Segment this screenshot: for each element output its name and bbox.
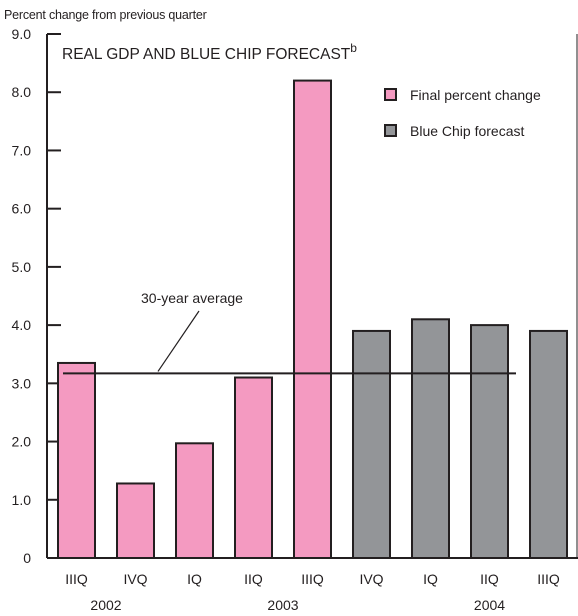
x-year-label: 2002 [90,597,121,613]
x-tick-label: IIQ [480,571,499,587]
x-year-label: 2004 [474,597,505,613]
x-tick-label: IIIQ [65,571,88,587]
y-tick-label: 8.0 [12,84,32,100]
x-tick-label: IVQ [123,571,147,587]
legend-swatch [384,124,397,137]
legend: Final percent change Blue Chip forecast [384,87,541,139]
y-axis: 0 1.0 2.0 3.0 4.0 5.0 6.0 7.0 8.0 9.0 [12,26,61,566]
bar-blue-chip-forecast [470,324,509,559]
bar-final-percent-change [293,79,332,559]
x-tick-label: IIQ [244,571,263,587]
bar-final-percent-change [116,482,155,559]
bar-final-percent-change [234,376,273,559]
chart-title-text: REAL GDP AND BLUE CHIP FORECAST [62,46,351,63]
y-tick-label: 5.0 [12,259,32,275]
bar-blue-chip-forecast [411,318,450,559]
y-axis-title: Percent change from previous quarter [4,8,207,22]
bar-blue-chip-forecast [529,329,568,559]
x-tick-label: IQ [423,571,438,587]
bar-blue-chip-forecast [352,329,391,559]
y-tick-label: 9.0 [12,26,32,42]
x-tick-label: IIIQ [537,571,560,587]
x-year-label: 2003 [267,597,298,613]
y-tick-label: 6.0 [12,201,32,217]
y-tick-label: 2.0 [12,434,32,450]
legend-label: Blue Chip forecast [410,123,525,139]
y-tick-label: 1.0 [12,492,32,508]
y-tick-label: 7.0 [12,142,32,158]
y-tick-label: 4.0 [12,317,32,333]
legend-swatch [384,88,397,101]
y-tick-label: 0 [23,550,31,566]
reference-line-label: 30-year average [141,290,243,306]
reference-line-leader [157,310,200,372]
x-tick-label: IVQ [359,571,383,587]
y-tick-label: 3.0 [12,375,32,391]
bar-final-percent-change [57,361,96,560]
legend-label: Final percent change [410,87,541,103]
x-tick-label: IQ [187,571,202,587]
bar-final-percent-change [175,442,214,559]
chart-title: REAL GDP AND BLUE CHIP FORECASTb [62,41,357,63]
bars [57,79,568,560]
chart-title-superscript: b [350,41,357,55]
reference-line-group: 30-year average [63,290,516,375]
x-tick-label: IIIQ [301,571,324,587]
